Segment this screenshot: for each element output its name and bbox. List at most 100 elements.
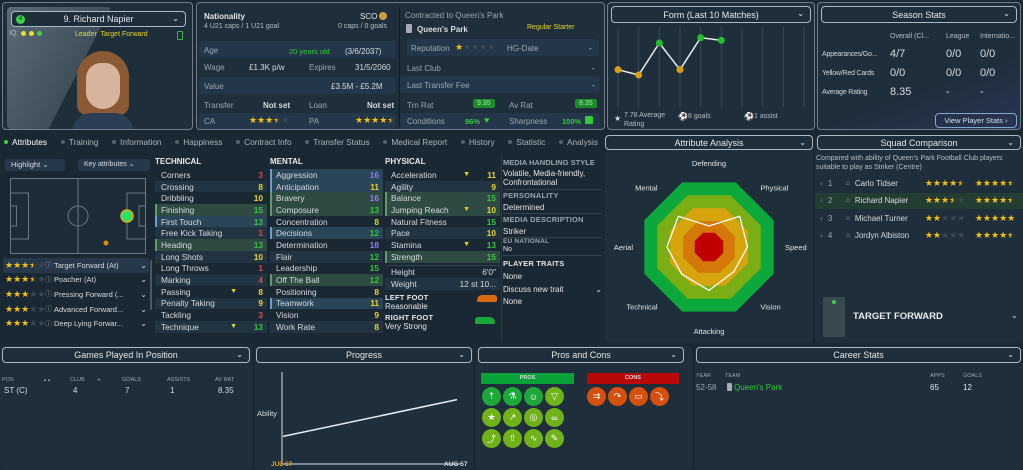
tab-medical-report[interactable]: Medical Report — [383, 137, 447, 147]
info-icon[interactable]: ⓘ — [45, 320, 52, 328]
attribute-row[interactable]: Vision 9 — [270, 309, 383, 321]
squad-player-name[interactable]: Richard Napier — [854, 196, 909, 205]
role-dropdown-chevron-icon[interactable]: ⌄ — [1011, 311, 1018, 320]
tab-contract-info[interactable]: Contract Info — [236, 137, 292, 147]
attribute-row[interactable]: Bravery 16 — [270, 192, 383, 205]
attribute-row[interactable]: Crossing 8 — [155, 180, 267, 193]
career-column-header[interactable]: YEAR — [696, 373, 711, 379]
radio-icon[interactable]: ● — [819, 231, 824, 240]
attribute-row[interactable]: Agility 9 — [385, 180, 500, 193]
career-column-header[interactable]: GOALS — [963, 373, 982, 379]
career-column-header[interactable]: TEAM — [725, 373, 741, 379]
attribute-row[interactable]: Finishing 15 — [155, 204, 267, 216]
attribute-row[interactable]: Anticipation 11 — [270, 180, 383, 193]
attribute-row[interactable]: First Touch 13 — [155, 215, 267, 228]
attribute-row[interactable]: Long Shots 10 — [155, 250, 267, 263]
season-stats-dropdown[interactable]: Season Stats ⌄ — [821, 6, 1017, 23]
attribute-row[interactable]: Balance 15 — [385, 192, 500, 205]
games-column-header[interactable]: ASSISTS — [167, 377, 191, 383]
games-column-header[interactable]: POS — [2, 377, 14, 383]
attribute-row[interactable]: Stamina ▼ 13 — [385, 239, 500, 251]
role-item[interactable]: ★★★★★ ⓘ Target Forward (At) ⌄ — [3, 258, 149, 273]
info-icon[interactable]: ⓘ — [45, 276, 52, 284]
role-item[interactable]: ★★★★★ ⓘ Pressing Forward (... ⌄ — [3, 287, 149, 302]
attribute-row[interactable]: Decisions 12 — [270, 227, 383, 240]
form-dropdown[interactable]: Form (Last 10 Matches) ⌄ — [611, 6, 811, 23]
role-item[interactable]: ★★★★★ ⓘ Poacher (At) ⌄ — [3, 273, 149, 288]
header-icon[interactable]: ⇡ — [482, 387, 501, 406]
head-icon[interactable]: ☺ — [524, 387, 543, 406]
squad-player-name[interactable]: Jordyn Albiston — [854, 231, 910, 240]
jump-icon[interactable]: ⤴ — [482, 429, 501, 448]
attribute-row[interactable]: Corners 3 — [155, 169, 267, 181]
highlight-dropdown[interactable]: Highlight ⌄ — [5, 159, 65, 171]
role-item[interactable]: ★★★★★ ⓘ Advanced Forward... ⌄ — [3, 302, 149, 317]
squad-player-name[interactable]: Carlo Tidser — [854, 178, 898, 188]
tab-transfer-status[interactable]: Transfer Status — [305, 137, 370, 147]
discuss-trait-dropdown[interactable]: Discuss new trait ⌄ — [503, 285, 602, 294]
cross-icon[interactable]: ↷ — [608, 387, 627, 406]
attribute-row[interactable]: Strength 15 — [385, 250, 500, 263]
flask-icon[interactable]: ⚗ — [503, 387, 522, 406]
tab-attributes[interactable]: Attributes — [4, 137, 47, 147]
key-attributes-dropdown[interactable]: Key attributes ⌄ — [78, 159, 150, 171]
club-link[interactable]: Queen's Park — [417, 25, 468, 34]
squad-row[interactable]: ● 4 ⌂ Jordyn Albiston ★★★★★ ★★★★★ — [815, 228, 1023, 244]
attribute-row[interactable]: Free Kick Taking 1 — [155, 227, 267, 240]
attribute-row[interactable]: Technique ▼ 13 — [155, 320, 267, 333]
attribute-row[interactable]: Composure 13 — [270, 204, 383, 216]
attribute-row[interactable]: Tackling 3 — [155, 309, 267, 321]
squad-comparison-dropdown[interactable]: Squad Comparison ⌄ — [817, 135, 1021, 150]
squad-row[interactable]: ● 1 ⌂ Carlo Tidser ★★★★★ ★★★★★ — [815, 175, 1023, 191]
attribute-row[interactable]: Acceleration ▼ 11 — [385, 169, 500, 181]
progress-dropdown[interactable]: Progress ⌄ — [256, 347, 472, 363]
attribute-row[interactable]: Penalty Taking 9 — [155, 297, 267, 310]
info-icon[interactable]: ⓘ — [45, 306, 52, 314]
tab-happiness[interactable]: Happiness — [175, 137, 222, 147]
notes-icon[interactable]: ✎ — [545, 429, 564, 448]
squad-player-name[interactable]: Michael Turner — [854, 213, 908, 223]
attribute-row[interactable]: Heading 13 — [155, 239, 267, 251]
career-team-link[interactable]: Queen's Park — [734, 383, 783, 392]
attribute-row[interactable]: Natural Fitness 15 — [385, 216, 500, 228]
attribute-row[interactable]: Flair 12 — [270, 250, 383, 263]
attribute-row[interactable]: Marking 4 — [155, 274, 267, 286]
tab-analysis[interactable]: Analysis — [559, 137, 598, 147]
pass-icon[interactable]: ⇉ — [587, 387, 606, 406]
star-icon[interactable]: ★ — [482, 408, 501, 427]
attribute-row[interactable]: Teamwork 11 — [270, 297, 383, 310]
squad-row[interactable]: ● 2 ⌂ Richard Napier ★★★★★ ★★★★★ — [815, 192, 1023, 209]
card-icon[interactable]: ▭ — [629, 387, 648, 406]
info-icon[interactable]: ⓘ — [45, 262, 52, 270]
attribute-row[interactable]: Dribbling 10 — [155, 192, 267, 204]
attribute-row[interactable]: Aggression 16 — [270, 169, 383, 181]
games-column-header[interactable]: AV RAT — [215, 377, 235, 383]
games-column-header[interactable]: CLUB — [70, 377, 85, 383]
pros-cons-dropdown[interactable]: Pros and Cons ⌄ — [478, 347, 684, 363]
tab-history[interactable]: History — [460, 137, 495, 147]
attribute-row[interactable]: Long Throws 1 — [155, 263, 267, 275]
attribute-row[interactable]: Off The Ball 12 — [270, 274, 383, 286]
tab-information[interactable]: Information — [112, 137, 162, 147]
attribute-row[interactable]: Passing ▼ 8 — [155, 286, 267, 298]
net-icon[interactable]: ▽ — [545, 387, 564, 406]
games-column-header[interactable]: GOALS — [122, 377, 141, 383]
career-column-header[interactable]: APPS — [930, 373, 945, 379]
attribute-row[interactable]: Work Rate 8 — [270, 320, 383, 333]
radio-icon[interactable]: ● — [819, 178, 824, 188]
games-dropdown[interactable]: Games Played In Position ⌄ — [2, 347, 250, 363]
wave-icon[interactable]: ∿ — [524, 429, 543, 448]
attribute-row[interactable]: Determination 18 — [270, 239, 383, 251]
attribute-row[interactable]: Positioning 8 — [270, 286, 383, 298]
jump-up-icon[interactable]: ⇧ — [503, 429, 522, 448]
roles-scrollbar[interactable] — [150, 260, 152, 310]
tab-statistic[interactable]: Statistic — [508, 137, 545, 147]
attribute-row[interactable]: Concentration 8 — [270, 216, 383, 228]
radio-icon[interactable]: ● — [819, 213, 824, 223]
tab-training[interactable]: Training — [60, 137, 98, 147]
attribute-row[interactable]: Leadership 15 — [270, 263, 383, 275]
attribute-row[interactable]: Pace 10 — [385, 227, 500, 240]
role-item[interactable]: ★★★★★ ⓘ Deep Lying Forwar... ⌄ — [3, 316, 149, 331]
squad-row[interactable]: ● 3 ⌂ Michael Turner ★★★★★ ★★★★★ — [815, 210, 1023, 226]
player-selector[interactable]: 4 9. Richard Napier ⌄ — [11, 11, 186, 27]
